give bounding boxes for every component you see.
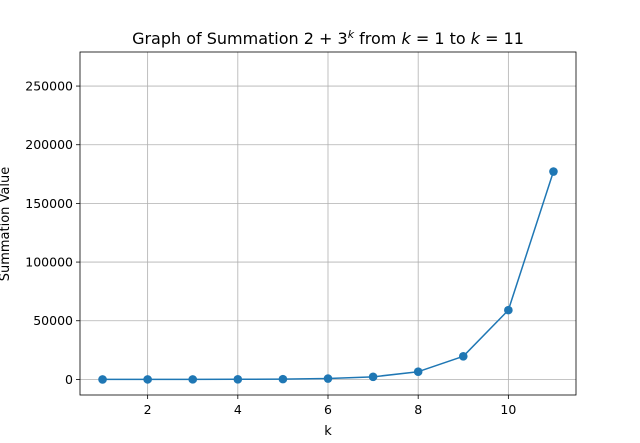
series-layer — [98, 167, 558, 384]
x-tick-label: 10 — [500, 402, 516, 417]
x-tick-label: 6 — [324, 402, 332, 417]
title-prefix: Graph of Summation — [132, 29, 304, 48]
data-point — [413, 367, 423, 377]
title-eq-end: = 11 — [480, 29, 524, 48]
data-point — [368, 372, 378, 382]
x-axis-label: k — [324, 424, 332, 439]
y-tick-label: 100000 — [25, 255, 73, 270]
data-point — [188, 375, 198, 384]
data-point — [98, 375, 107, 384]
y-tick-label: 0 — [65, 372, 73, 387]
x-tick-label: 2 — [144, 402, 152, 417]
data-point — [233, 375, 243, 384]
ticks-layer: 2 4 6 8 10 0 50000 100000 150000 200000 250000 — [25, 79, 516, 417]
data-point — [458, 352, 468, 361]
x-tick-label: 4 — [234, 402, 242, 417]
x-tick-label: 8 — [414, 402, 422, 417]
title-base: 2 + 3 — [304, 29, 348, 48]
data-point — [504, 305, 513, 315]
y-tick-label: 50000 — [33, 313, 73, 328]
title-middle: from — [354, 29, 401, 48]
data-point — [323, 374, 333, 383]
y-tick-label: 150000 — [25, 196, 73, 211]
data-point — [278, 374, 288, 384]
y-tick-label: 250000 — [25, 79, 73, 94]
data-point — [549, 167, 558, 176]
y-axis-label: Summation Value — [0, 167, 13, 282]
title-eq-start: = 1 to — [411, 29, 471, 48]
chart-title: Graph of Summation 2 + 3k from k = 1 to … — [132, 28, 524, 49]
title-exponent: k — [348, 28, 355, 41]
y-tick-label: 200000 — [25, 137, 73, 152]
title-var-start: k — [401, 29, 411, 48]
title-var-end: k — [471, 29, 481, 48]
data-point — [143, 375, 152, 384]
